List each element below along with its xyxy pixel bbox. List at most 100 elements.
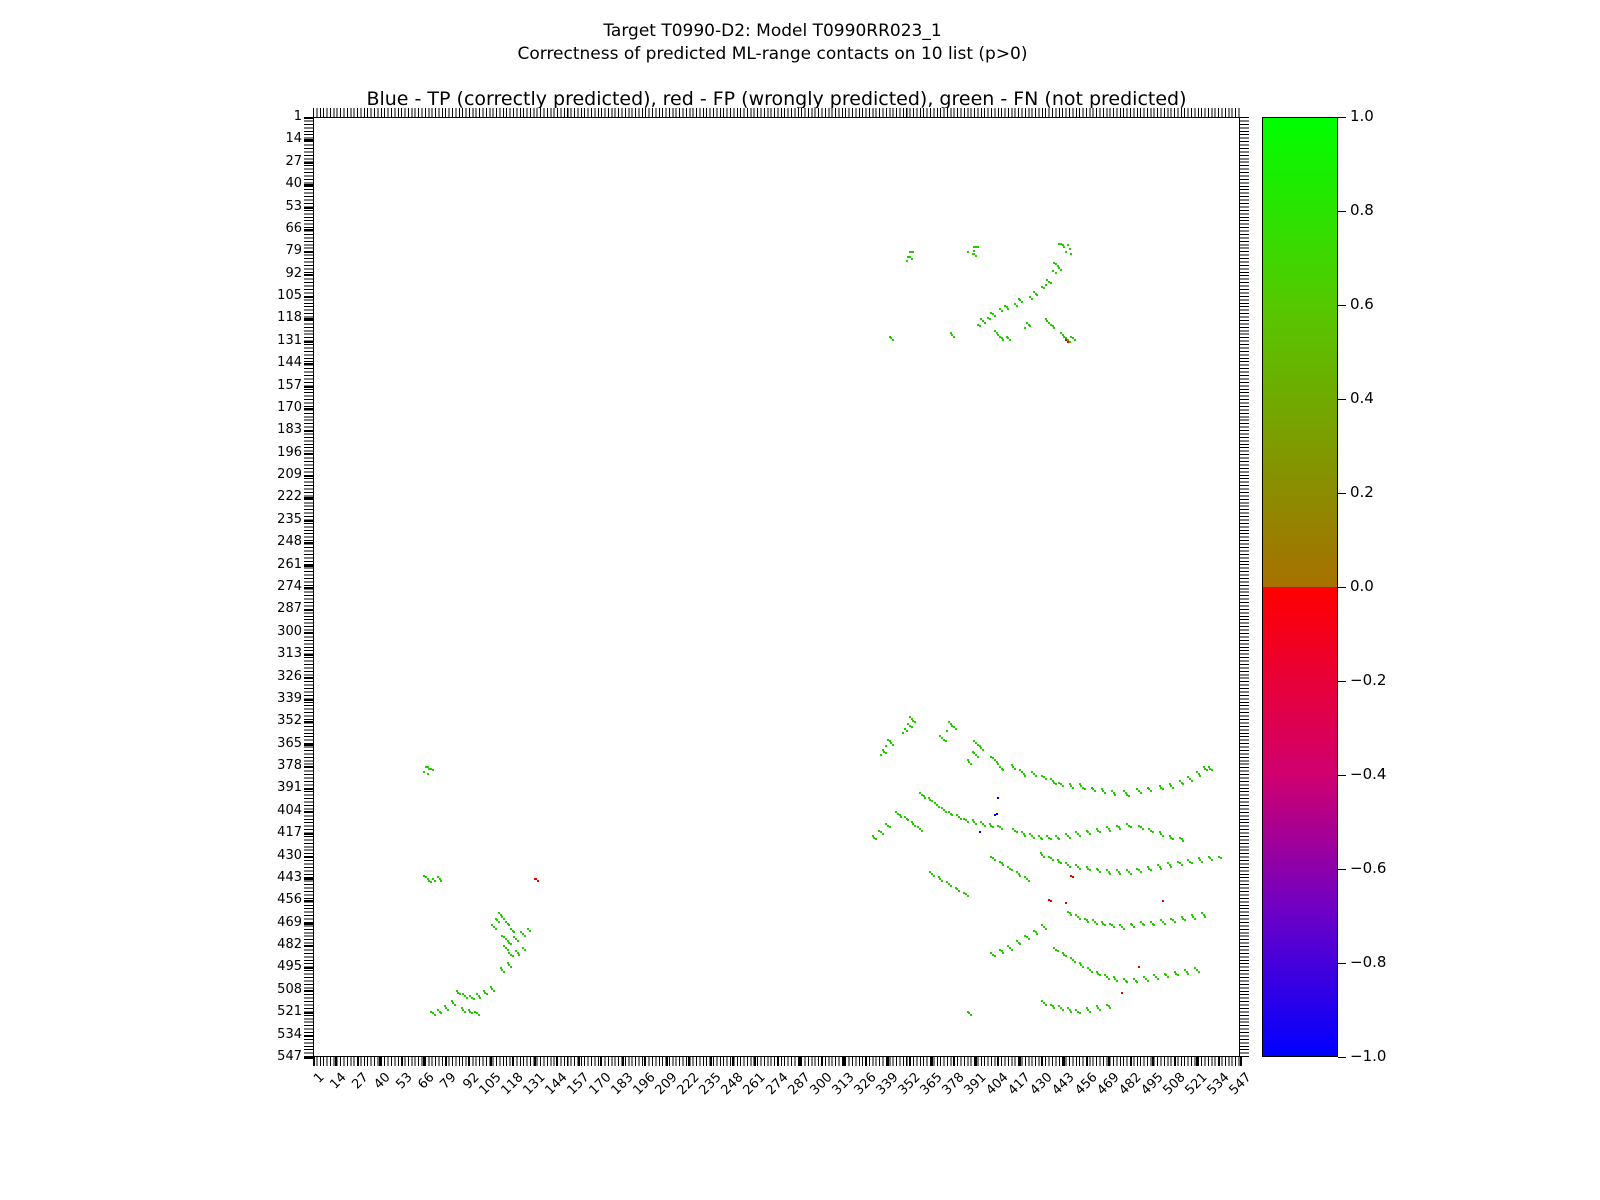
contact-point (1053, 261, 1056, 264)
contact-point (509, 953, 512, 956)
y-tick-label: 352 (277, 713, 302, 729)
contact-map-plot[interactable] (313, 117, 1240, 1057)
y-major-tick (304, 117, 313, 119)
colorbar-tick (1338, 681, 1346, 682)
contact-point (426, 877, 429, 880)
contact-point (975, 822, 978, 825)
contact-point (460, 1007, 463, 1010)
y-major-tick (304, 542, 313, 545)
y-major-tick (304, 385, 313, 388)
contact-point (958, 890, 961, 892)
contact-point (908, 724, 911, 727)
contact-point (949, 332, 952, 335)
contact-point (494, 917, 497, 920)
contact-point (464, 995, 467, 998)
contact-point (1109, 872, 1112, 875)
contact-point (1097, 972, 1100, 975)
contact-point (503, 945, 506, 948)
contact-point (1073, 960, 1076, 963)
contact-point (947, 810, 950, 813)
figure-title: Target T0990-D2: Model T0990RR023_1 Corr… (0, 20, 1545, 66)
contact-point (1041, 774, 1044, 777)
contact-point (1177, 860, 1180, 863)
contact-point (910, 726, 913, 729)
contact-point (1066, 834, 1069, 837)
contact-point (1146, 865, 1149, 868)
contact-point (1056, 950, 1059, 953)
contact-point (504, 946, 507, 949)
contact-point (1095, 970, 1098, 973)
x-major-tick (1195, 1057, 1198, 1066)
contact-point (932, 874, 935, 877)
contact-point (1138, 824, 1141, 827)
contact-point (1019, 299, 1022, 302)
contact-point (423, 874, 426, 877)
contact-point (998, 308, 1001, 311)
y-major-tick (304, 877, 313, 880)
contact-point (1075, 914, 1078, 917)
contact-point (1012, 766, 1015, 769)
y-tick-label: 404 (277, 802, 302, 818)
contact-point (949, 884, 952, 887)
contact-point (978, 831, 981, 834)
contact-point (998, 948, 1001, 951)
contact-point (1158, 784, 1161, 787)
contact-point (1022, 833, 1025, 836)
y-major-tick (304, 318, 313, 321)
x-major-tick (1240, 1057, 1242, 1066)
contact-point (997, 762, 1000, 765)
contact-point (1189, 778, 1192, 781)
contact-point (910, 821, 913, 824)
contact-point (946, 729, 949, 732)
contact-point (1056, 859, 1059, 861)
contact-point (1150, 869, 1153, 872)
contact-point (1099, 831, 1102, 834)
contact-point (898, 814, 901, 817)
contact-point (1085, 829, 1088, 832)
contact-point (1190, 862, 1193, 865)
contact-point (1163, 922, 1166, 925)
contact-point (880, 831, 883, 834)
contact-point (1043, 926, 1046, 929)
y-major-tick (304, 251, 313, 254)
contact-point (1061, 951, 1064, 954)
y-major-tick (304, 564, 313, 567)
x-major-tick (710, 1057, 713, 1066)
contact-point (905, 817, 908, 820)
x-major-tick (622, 1057, 624, 1066)
contact-point (1087, 1008, 1090, 1011)
contact-point (1054, 834, 1057, 837)
colorbar[interactable]: 1.0 0.8 0.6 0.4 0.2 0.0 −0.2 −0.4 −0.6 −0.8 −1.0 (1262, 109, 1386, 1064)
contact-point (1044, 778, 1047, 781)
contact-point (1156, 864, 1159, 867)
contact-point (1206, 769, 1209, 772)
y-tick-label: 157 (277, 377, 302, 393)
contact-point (1071, 337, 1074, 340)
contact-point (1024, 834, 1027, 837)
contact-point (455, 989, 458, 992)
contact-point (1166, 976, 1169, 979)
contact-point (924, 797, 927, 800)
contact-point (1141, 922, 1144, 925)
contact-point (1024, 774, 1027, 777)
contact-point (1110, 924, 1113, 927)
contact-point (1138, 790, 1141, 793)
contact-point (1080, 964, 1083, 967)
x-major-tick (599, 1057, 602, 1066)
contact-point (1048, 836, 1051, 839)
contact-point (1107, 1005, 1110, 1008)
contact-point (1088, 1010, 1091, 1013)
contact-point (1143, 924, 1146, 927)
y-tick-label: 456 (277, 892, 302, 908)
contact-point (912, 251, 915, 254)
contact-point (1063, 246, 1066, 249)
contact-point (946, 881, 949, 884)
contact-point (1048, 898, 1051, 901)
contact-point (1200, 860, 1203, 863)
colorbar-tick (1338, 963, 1346, 964)
contact-point (1068, 836, 1071, 839)
contact-point (1121, 991, 1124, 994)
contact-point (1168, 864, 1171, 867)
contact-point (883, 750, 886, 753)
contact-point (526, 927, 529, 930)
